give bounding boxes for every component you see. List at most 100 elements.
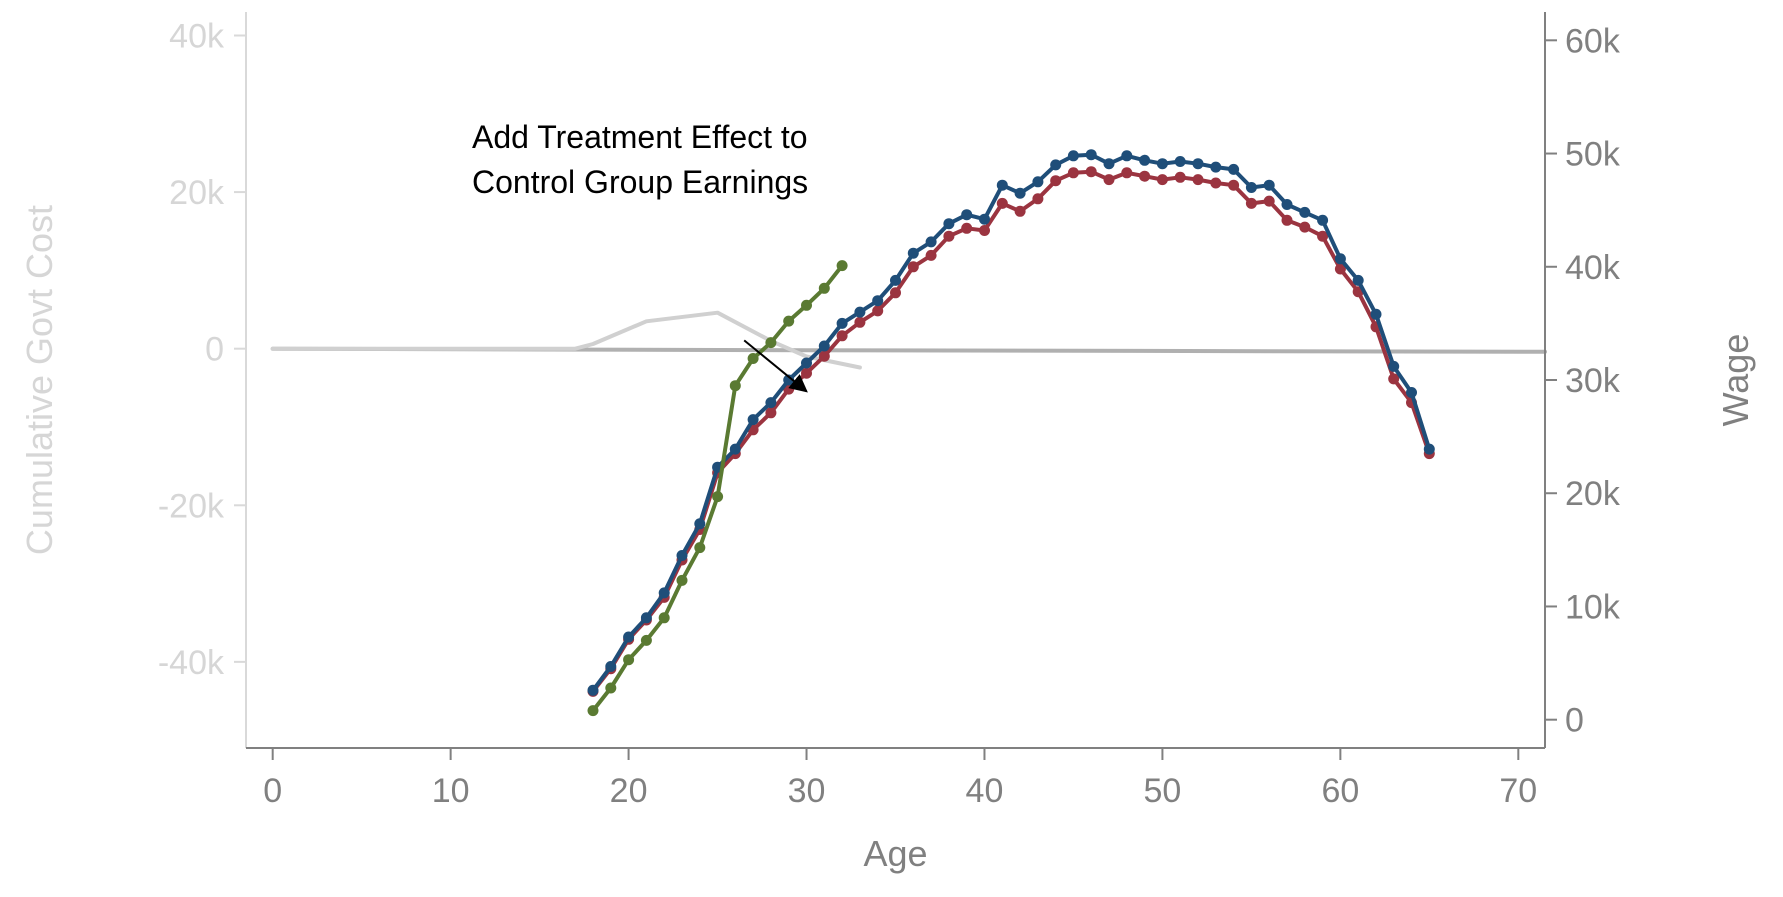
series-cost_faded (270, 310, 862, 370)
x-tick-label: 40 (966, 772, 1004, 810)
right-y-tick-label: 20k (1565, 475, 1621, 513)
x-tick-label: 50 (1144, 772, 1182, 810)
data-point-treated (658, 587, 670, 599)
data-point-treated (1334, 253, 1346, 265)
data-point-control (1281, 214, 1293, 226)
right-y-axis-title: Wage (1715, 334, 1756, 427)
data-point-treated (747, 414, 759, 426)
data-point-control (1192, 174, 1204, 186)
axes-layer: 40k 20k 0 -20k -40k 60k 50k 40k 30k 20k 10k 0 0 10 20 3… (158, 12, 1621, 810)
data-point-treated (890, 274, 901, 286)
data-point-control (1228, 179, 1240, 191)
left-y-tick-label: 40k (169, 17, 225, 55)
data-point-treated (1406, 387, 1417, 398)
data-point-control (1210, 177, 1222, 189)
data-point-treated (1067, 150, 1079, 162)
data-point-control (872, 305, 884, 317)
data-point-treated (1299, 206, 1311, 218)
data-point-treated (623, 631, 635, 643)
data-point-control (907, 261, 919, 273)
data-point-adjusted (676, 574, 688, 586)
data-point-adjusted (729, 380, 741, 392)
left-y-tick-label: 0 (205, 331, 224, 369)
data-point-treated (854, 306, 866, 318)
series-line-control (591, 169, 1432, 694)
data-point-control (996, 197, 1008, 209)
data-point-control (818, 350, 830, 362)
right-y-tick-label: 30k (1565, 362, 1621, 400)
data-point-adjusted (765, 337, 777, 349)
series-line-cost_faded (270, 310, 862, 370)
data-point-adjusted (836, 260, 848, 272)
data-point-control (979, 225, 990, 236)
right-y-tick-label: 60k (1565, 22, 1621, 60)
series-adjusted (587, 260, 848, 717)
data-point-control (1139, 170, 1151, 182)
data-point-control (1067, 167, 1079, 179)
left-y-tick-label: -20k (158, 487, 225, 525)
data-point-control (765, 407, 777, 419)
data-point-treated (836, 317, 848, 329)
data-point-treated (961, 209, 973, 221)
data-point-control (1121, 167, 1133, 179)
right-y-tick-label: 10k (1565, 588, 1621, 626)
data-point-control (1014, 205, 1026, 217)
data-point-adjusted (783, 315, 795, 327)
data-point-control (1263, 195, 1275, 207)
right-y-tick-label: 50k (1565, 136, 1621, 174)
data-point-treated (676, 550, 688, 561)
data-point-treated (640, 612, 652, 624)
data-point-treated (872, 295, 884, 307)
data-point-treated (765, 397, 777, 409)
data-point-adjusted (801, 299, 812, 311)
data-point-treated (979, 213, 990, 225)
data-point-control (1245, 197, 1257, 209)
data-point-treated (818, 340, 830, 352)
annotation-line-1: Add Treatment Effect to (472, 119, 808, 155)
annotation-arrow (743, 339, 808, 393)
left-y-axis-title: Cumulative Govt Cost (19, 205, 60, 555)
series-control (587, 166, 1435, 697)
data-point-adjusted (623, 654, 635, 666)
data-point-treated (1156, 158, 1168, 170)
annotation: Add Treatment Effect to Control Group Ea… (472, 119, 808, 393)
data-point-treated (1139, 154, 1151, 166)
data-point-treated (1245, 182, 1257, 193)
x-tick-label: 10 (432, 772, 470, 810)
data-point-control (1299, 221, 1311, 233)
x-tick-label: 60 (1321, 772, 1359, 810)
data-point-treated (925, 236, 937, 248)
data-point-treated (729, 443, 741, 455)
data-point-adjusted (694, 542, 706, 554)
x-tick-label: 0 (263, 772, 282, 810)
data-point-adjusted (587, 705, 599, 717)
series-treated (587, 149, 1435, 696)
data-point-treated (1014, 187, 1026, 199)
data-point-control (1032, 193, 1044, 205)
x-axis-title: Age (863, 833, 927, 874)
data-point-treated (587, 684, 599, 696)
data-point-control (854, 316, 866, 328)
data-point-adjusted (712, 491, 724, 503)
data-point-adjusted (818, 282, 830, 294)
data-point-adjusted (605, 682, 617, 694)
data-point-treated (1263, 179, 1275, 191)
data-point-control (1317, 230, 1329, 242)
x-tick-label: 30 (788, 772, 826, 810)
data-point-treated (1228, 163, 1240, 175)
data-point-control (1103, 174, 1115, 186)
data-point-treated (1281, 199, 1293, 210)
data-point-treated (1032, 176, 1044, 188)
data-point-control (943, 230, 955, 242)
data-point-control (925, 249, 937, 261)
data-point-treated (1352, 274, 1364, 286)
data-point-control (1334, 263, 1346, 275)
left-y-tick-label: 20k (169, 174, 225, 212)
data-point-treated (1423, 443, 1435, 455)
right-y-tick-label: 0 (1565, 702, 1584, 740)
data-point-control (1388, 373, 1400, 385)
data-point-treated (801, 357, 812, 369)
x-tick-label: 20 (610, 772, 648, 810)
data-point-treated (1317, 214, 1329, 226)
